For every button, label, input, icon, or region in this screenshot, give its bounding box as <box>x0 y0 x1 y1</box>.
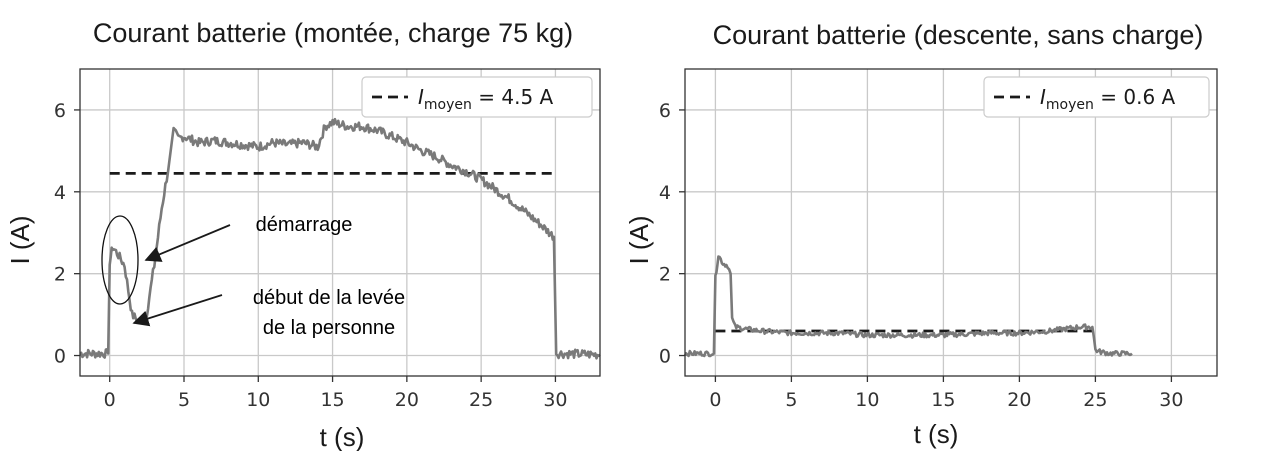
grid <box>80 69 600 376</box>
x-tick-label: 30 <box>1159 389 1183 411</box>
legend-value: = 4.5 A <box>472 85 554 109</box>
x-axis-ticks: 0 5 10 15 20 25 30 <box>709 376 1183 411</box>
lift-start-arrow <box>132 294 223 327</box>
legend-subscript: moyen <box>1046 97 1094 113</box>
x-tick-label: 5 <box>178 389 190 411</box>
legend-box <box>361 76 593 118</box>
legend-value: = 0.6 A <box>1094 85 1176 109</box>
y-tick-label: 0 <box>659 346 671 368</box>
y-tick-label: 6 <box>659 100 671 122</box>
y-tick-label: 2 <box>659 264 671 286</box>
y-axis-ticks: 0 2 4 6 <box>659 100 685 368</box>
y-tick-label: 2 <box>54 264 66 286</box>
legend-label: Imoyen = 0.6 A <box>1040 85 1176 113</box>
chart-right: Courant batterie (descente, sans charge)… <box>624 20 1218 449</box>
x-axis-ticks: 0 5 10 15 20 25 30 <box>104 376 568 411</box>
legend: Imoyen = 4.5 A <box>361 76 593 118</box>
legend-box <box>983 76 1210 118</box>
x-tick-label: 25 <box>1083 389 1107 411</box>
y-axis-label: I (A) <box>624 215 654 264</box>
plot-frame <box>79 68 601 377</box>
chart-left: Courant batterie (montée, charge 75 kg) … <box>5 18 601 451</box>
legend-subscript: moyen <box>424 97 472 113</box>
chart-title: Courant batterie (descente, sans charge) <box>713 20 1204 50</box>
x-tick-label: 0 <box>709 389 721 411</box>
y-axis-ticks: 0 2 4 6 <box>54 100 80 368</box>
y-axis-label: I (A) <box>5 215 35 264</box>
series-line <box>683 255 1133 358</box>
y-tick-label: 0 <box>54 346 66 368</box>
x-tick-label: 15 <box>931 389 955 411</box>
x-tick-label: 10 <box>855 389 879 411</box>
y-tick-label: 6 <box>54 100 66 122</box>
y-tick-label: 4 <box>659 182 671 204</box>
y-tick-label: 4 <box>54 182 66 204</box>
annotation-lift-start-line1: début de la levée <box>253 287 405 309</box>
legend: Imoyen = 0.6 A <box>983 76 1210 118</box>
startup-arrow <box>144 224 231 262</box>
series-line <box>79 117 601 360</box>
plot-frame <box>684 68 1218 377</box>
x-tick-label: 20 <box>1007 389 1031 411</box>
x-axis-label: t (s) <box>320 422 365 451</box>
x-tick-label: 20 <box>395 389 419 411</box>
legend-symbol: I <box>1040 85 1046 109</box>
x-tick-label: 0 <box>104 389 116 411</box>
chart-title: Courant batterie (montée, charge 75 kg) <box>93 18 573 48</box>
legend-symbol: I <box>418 85 424 109</box>
annotation-lift-start-line2: de la personne <box>263 317 395 339</box>
startup-highlight-ellipse <box>101 215 139 305</box>
x-tick-label: 30 <box>543 389 567 411</box>
x-tick-label: 5 <box>785 389 797 411</box>
x-axis-label: t (s) <box>914 419 959 449</box>
legend-label: Imoyen = 4.5 A <box>418 85 554 113</box>
annotation-startup: démarrage <box>256 214 353 236</box>
x-tick-label: 10 <box>246 389 270 411</box>
x-tick-label: 25 <box>469 389 493 411</box>
x-tick-label: 15 <box>320 389 344 411</box>
